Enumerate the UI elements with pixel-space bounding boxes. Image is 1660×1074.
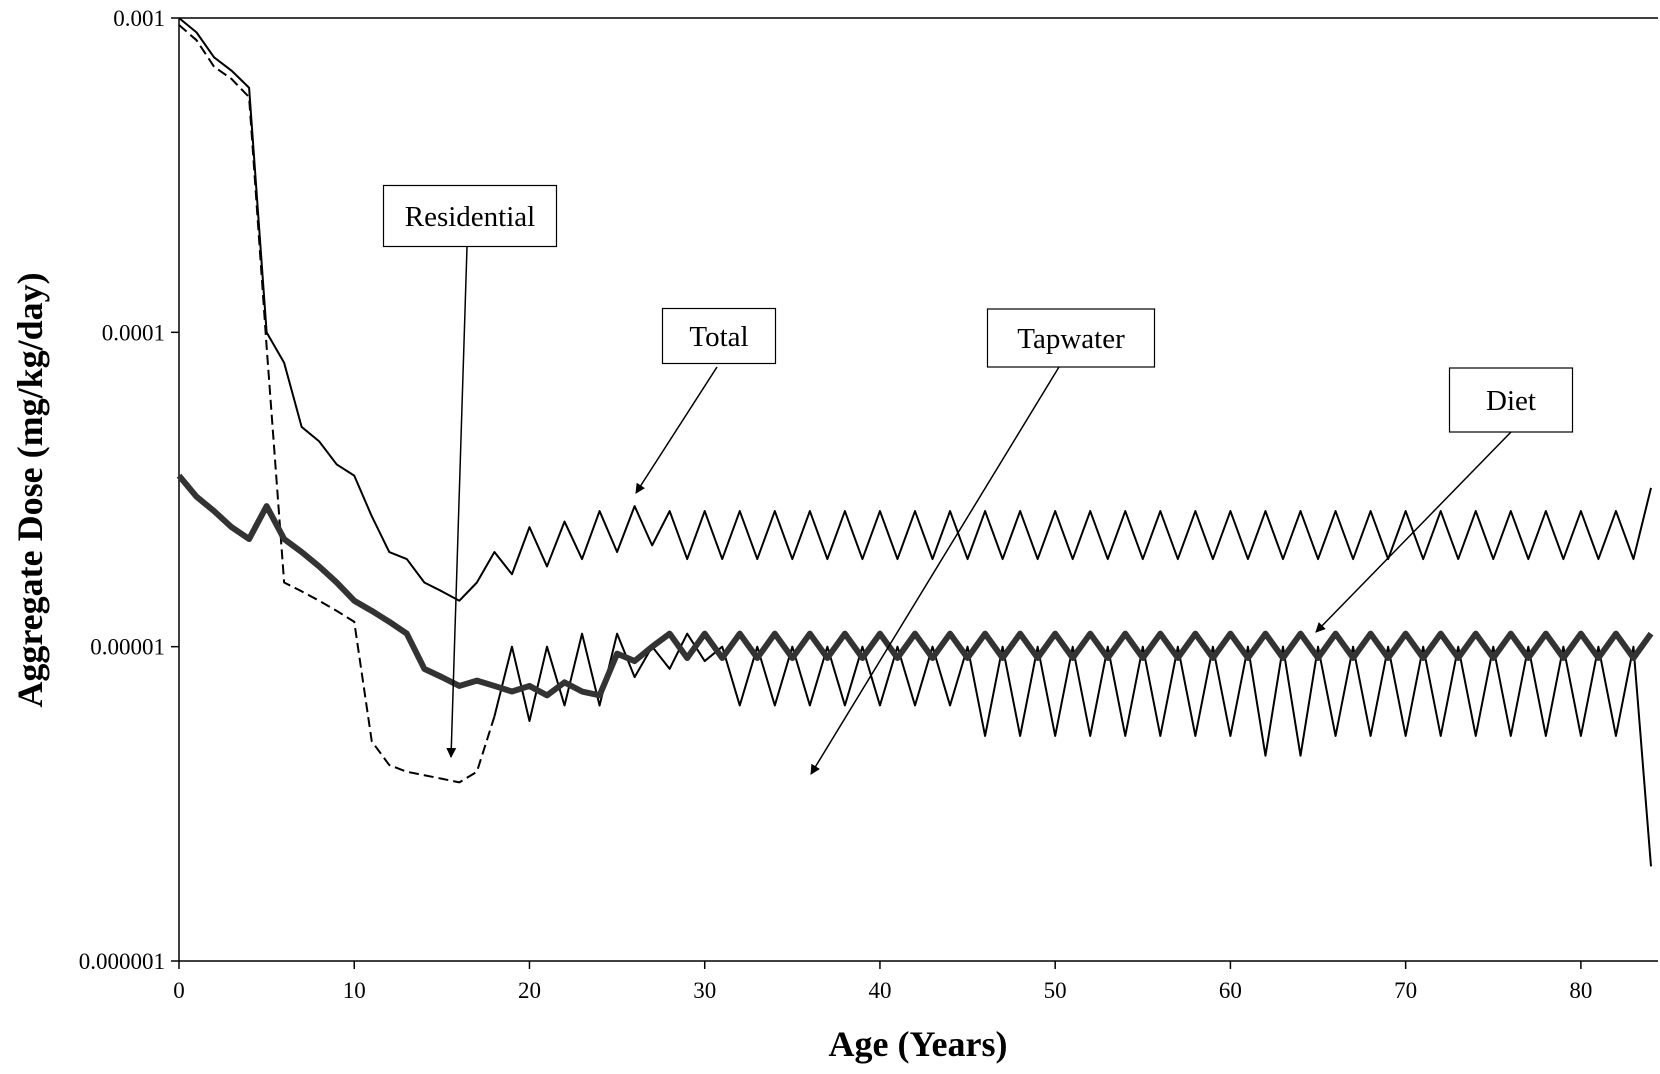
y-axis-title: Aggregate Dose (mg/kg/day): [10, 272, 50, 707]
annotation-label: Diet: [1486, 385, 1536, 417]
annotation-arrow: [1315, 431, 1512, 633]
annotation-arrow: [446, 246, 468, 758]
x-tick-label: 10: [343, 978, 366, 1003]
annotation-box: [382, 184, 558, 248]
line-series: [178, 24, 496, 784]
x-tick-label: 60: [1219, 978, 1242, 1003]
annotation-box: [1448, 367, 1574, 433]
x-tick-label: 50: [1044, 978, 1067, 1003]
x-axis-title: Age (Years): [829, 1024, 1008, 1064]
x-tick-label: 80: [1569, 978, 1592, 1003]
annotation-label: Total: [689, 321, 748, 353]
x-tick-label: 30: [693, 978, 716, 1003]
line-series: [178, 17, 1652, 602]
annotation-arrow: [635, 366, 718, 494]
x-tick-label: 70: [1394, 978, 1417, 1003]
x-tick-label: 40: [868, 978, 891, 1003]
y-tick-label: 0.0001: [102, 320, 165, 345]
y-tick-label: 0.001: [113, 6, 165, 31]
annotation-box: [661, 307, 777, 365]
y-tick-label: 0.000001: [79, 949, 165, 974]
y-tick-label: 0.00001: [90, 635, 165, 660]
annotation-label: Residential: [405, 201, 535, 233]
line-series: [176, 473, 1654, 699]
x-tick-label: 20: [518, 978, 541, 1003]
x-tick-label: 0: [173, 978, 185, 1003]
annotation-box: [986, 308, 1156, 368]
annotation-arrow: [810, 366, 1060, 775]
annotation-label: Tapwater: [1017, 323, 1125, 355]
line-series: [493, 632, 1652, 867]
